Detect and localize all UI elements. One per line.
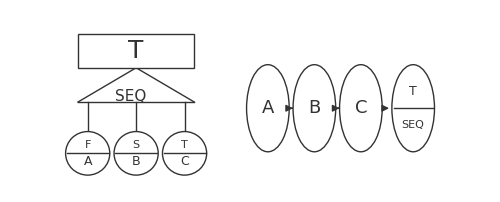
Text: T: T — [128, 39, 144, 63]
FancyBboxPatch shape — [78, 34, 194, 68]
Text: T: T — [181, 140, 188, 150]
Ellipse shape — [162, 132, 206, 175]
Ellipse shape — [114, 132, 158, 175]
Text: B: B — [308, 99, 320, 117]
Text: C: C — [354, 99, 367, 117]
Ellipse shape — [340, 65, 382, 152]
Text: S: S — [132, 140, 140, 150]
Text: A: A — [262, 99, 274, 117]
Ellipse shape — [293, 65, 336, 152]
Text: SEQ: SEQ — [402, 120, 424, 130]
Text: F: F — [84, 140, 91, 150]
Text: A: A — [84, 155, 92, 168]
Text: SEQ: SEQ — [114, 89, 146, 104]
Ellipse shape — [246, 65, 289, 152]
Text: C: C — [180, 155, 189, 168]
Ellipse shape — [66, 132, 110, 175]
Ellipse shape — [392, 65, 434, 152]
Text: B: B — [132, 155, 140, 168]
Text: T: T — [410, 85, 417, 98]
